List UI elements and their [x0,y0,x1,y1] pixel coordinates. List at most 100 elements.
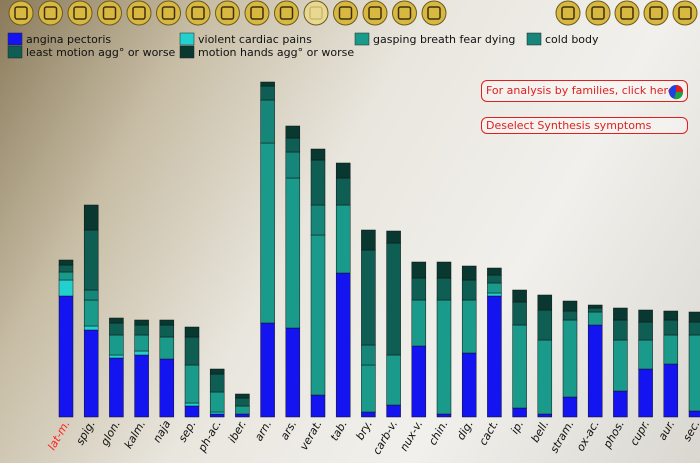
bar-segment [58,264,74,273]
bar-segment [109,357,124,418]
toolbar-icon[interactable] [38,0,63,26]
bar-segment [310,394,326,418]
toolbar-icon[interactable] [392,0,417,26]
x-tick-label[interactable]: sep. [176,418,199,444]
bar-segment [83,325,99,331]
bar-segment [361,411,376,418]
bar-segment [109,334,124,356]
x-tick-label[interactable]: arn. [252,418,274,443]
x-tick-label[interactable]: sec. [680,418,700,444]
bar-segment [361,229,376,251]
bar-segment [58,271,74,281]
toolbar-icon[interactable] [126,0,152,26]
toolbar-icon[interactable] [8,0,34,26]
pie-icon-part [674,92,684,100]
toolbar-icon[interactable] [67,0,93,26]
x-tick-label[interactable]: verat. [297,418,324,453]
icon-face [38,0,63,26]
bar-segment [260,81,275,87]
bar-segment [487,267,502,276]
toolbar-icon[interactable] [303,0,329,26]
x-tick-label[interactable]: lat-m. [45,418,72,452]
x-tick-label[interactable]: cupr. [627,418,652,448]
legend-label: gasping breath fear dying [373,33,515,46]
icon-face [555,0,581,26]
bar-segment [411,277,427,301]
legend-swatch [179,45,195,59]
toolbar-icon[interactable] [362,0,388,26]
toolbar-icon[interactable] [614,0,640,26]
bar-segment [461,279,477,301]
icon-glyph [73,6,87,20]
bar-segment [209,413,225,418]
bar-segment [512,301,527,326]
x-tick-label[interactable]: dig. [454,418,476,442]
legend-swatch [354,32,370,46]
bar-segment [512,407,527,418]
pie-icon [669,85,684,100]
x-tick-label[interactable]: stram. [548,418,577,455]
bar-segment [310,204,326,236]
toolbar-icon[interactable] [643,0,669,26]
icon-face [614,0,640,26]
bar-segment [537,294,553,311]
x-tick-label[interactable]: ip. [508,418,526,436]
bar-segment [285,327,301,418]
toolbar-icon[interactable] [333,0,358,26]
icon-face [97,0,122,26]
bar-segment [109,317,124,324]
x-tick-label[interactable]: iber. [226,418,249,445]
toolbar-icon[interactable] [672,0,698,26]
x-tick-label[interactable]: chin. [426,418,451,447]
x-tick-label[interactable]: ars. [278,418,300,442]
toolbar-icon[interactable] [185,0,211,26]
x-tick-label[interactable]: phos. [600,418,627,451]
icon-glyph [132,6,146,20]
toolbar [8,0,698,26]
toolbar-icon[interactable] [97,0,122,26]
toolbar-icon[interactable] [585,0,611,26]
icon-glyph [591,6,605,20]
x-tick-label[interactable]: tab. [328,418,350,443]
toolbar-icon[interactable] [421,0,447,26]
x-tick-label[interactable]: aur. [656,418,678,442]
bar-segment [587,311,603,326]
bar-segment [134,354,149,418]
icon-face [274,0,299,26]
legend-label: cold body [545,33,599,46]
x-tick-label[interactable]: glon. [98,418,123,448]
icon-glyph [368,6,382,20]
x-tick-label[interactable]: bell. [528,418,551,445]
x-tick-label[interactable]: cact. [476,418,501,448]
x-tick-label[interactable]: naja [150,418,173,445]
toolbar-icon[interactable] [215,0,240,26]
x-tick-label[interactable]: ph-ac. [195,418,224,455]
icon-face [303,0,329,26]
icon-face [185,0,211,26]
x-tick-label[interactable]: spig. [73,418,97,447]
icon-face [421,0,447,26]
x-tick-label[interactable]: bry. [353,418,375,442]
bar-segment [235,405,250,415]
legend-swatch [7,32,23,46]
bar-segment [260,99,275,144]
deselect-button[interactable]: Deselect Synthesis symptoms [481,117,688,134]
toolbar-icon[interactable] [156,0,181,26]
bar-segment [638,309,653,323]
toolbar-icon[interactable] [555,0,581,26]
bar-segment [688,410,700,418]
x-tick-label[interactable]: ox-ac. [574,418,602,454]
icon-glyph [220,6,235,20]
icon-glyph [161,6,176,20]
bar-segment [260,85,275,101]
toolbar-icon[interactable] [244,0,270,26]
x-tick-label[interactable]: carb-v. [370,418,400,457]
bar-segment [663,319,679,336]
x-tick-label[interactable]: nux-v. [397,418,425,454]
bar-segment [613,307,628,321]
bar-segment [638,321,653,341]
toolbar-icon[interactable] [274,0,299,26]
icon-glyph [14,6,28,20]
x-tick-label[interactable]: kalm. [122,418,148,451]
families-button[interactable]: For analysis by families, click here. [481,80,688,102]
